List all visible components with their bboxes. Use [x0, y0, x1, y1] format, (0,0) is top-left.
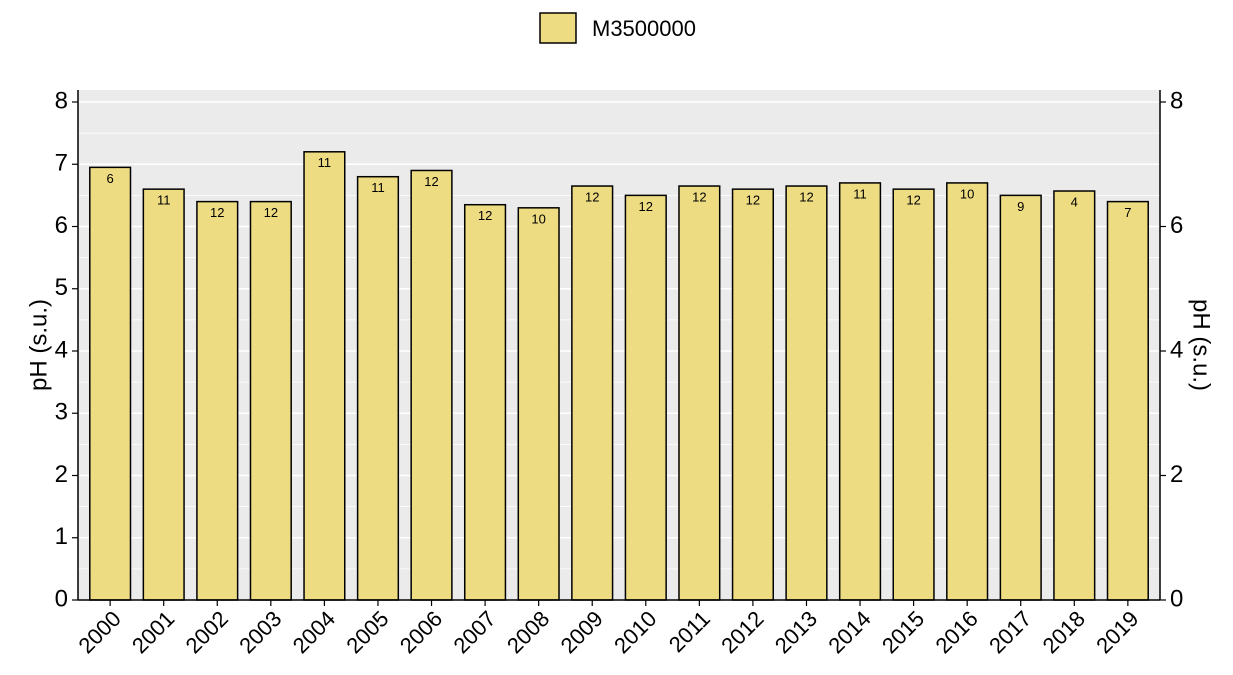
x-tick-label: 2017: [984, 606, 1036, 658]
bar: [999, 194, 1042, 601]
x-tick-label: 2019: [1091, 606, 1143, 658]
x-tick-label: 2003: [234, 606, 286, 658]
bar-label: 7: [1124, 205, 1131, 220]
legend-swatch: [539, 12, 577, 44]
bar: [624, 194, 667, 601]
bar-label: 12: [478, 208, 492, 223]
y2-axis-title: pH (s.u.): [1188, 299, 1215, 391]
bar-label: 12: [585, 189, 599, 204]
bar: [571, 185, 614, 601]
y-tick-label: 5: [55, 274, 68, 301]
bar: [463, 203, 507, 601]
bar-label: 12: [799, 189, 813, 204]
y-tick-label: 6: [55, 212, 68, 239]
bar-label: 12: [424, 174, 438, 189]
plot-panel: [78, 90, 1160, 600]
x-tick-label: 2009: [556, 606, 608, 658]
bar: [517, 207, 560, 601]
x-tick-label: 2005: [341, 606, 393, 658]
bar: [946, 182, 989, 601]
bar: [731, 188, 775, 601]
x-tick-label: 2013: [770, 606, 822, 658]
y-tick-label: 3: [55, 399, 68, 426]
legend-label: M3500000: [592, 16, 696, 41]
x-tick-label: 2002: [181, 606, 233, 658]
bar-label: 12: [639, 199, 653, 214]
bar-label: 10: [960, 186, 974, 201]
y-axis-title: pH (s.u.): [25, 299, 52, 391]
y2-tick-label: 6: [1170, 212, 1183, 239]
bar: [1106, 200, 1149, 601]
bar-label: 12: [906, 193, 920, 208]
y-tick-label: 8: [55, 87, 68, 114]
bar: [196, 200, 239, 601]
y-tick-label: 7: [55, 150, 68, 177]
x-tick-label: 2004: [288, 606, 340, 658]
bar-label: 11: [318, 155, 332, 170]
x-tick-label: 2001: [127, 606, 179, 658]
y2-tick-label: 2: [1170, 461, 1183, 488]
bar-label: 10: [531, 211, 545, 226]
x-tick-label: 2010: [609, 606, 661, 658]
x-tick-label: 2008: [502, 606, 554, 658]
bar: [356, 175, 400, 601]
x-tick-label: 2014: [823, 606, 875, 658]
marks: 6 11 12 12 11 11 12 12 10 12 12 12 12 12 11 12 10 9 4 7: [89, 151, 1149, 601]
bar-label: 11: [157, 193, 171, 208]
x-tick-label: 2012: [716, 606, 768, 658]
bar: [142, 188, 185, 601]
bar-label: 9: [1017, 199, 1024, 214]
bar-label: 6: [107, 171, 114, 186]
y-tick-label: 0: [55, 585, 68, 612]
bar-label: 11: [853, 186, 867, 201]
bar: [1053, 190, 1096, 601]
y2-tick-label: 8: [1170, 87, 1183, 114]
y-tick-label: 2: [55, 461, 68, 488]
bar-label: 12: [692, 189, 706, 204]
x-tick-label: 2000: [73, 606, 125, 658]
x-tick-label: 2007: [448, 606, 500, 658]
bar-label: 4: [1071, 194, 1078, 209]
y-tick-label: 4: [55, 336, 68, 363]
bar-label: 12: [210, 205, 224, 220]
x-tick-label: 2011: [664, 606, 715, 657]
y2-tick-label: 4: [1170, 336, 1183, 363]
x-tick-label: 2018: [1038, 606, 1090, 658]
bar: [410, 169, 453, 601]
bar: [89, 166, 132, 601]
bar-label: 11: [371, 180, 385, 195]
bar-label: 12: [746, 193, 760, 208]
bar: [303, 151, 346, 601]
bar: [838, 182, 882, 601]
bar: [785, 185, 828, 601]
x-tick-label: 2015: [877, 606, 929, 658]
y2-tick-label: 0: [1170, 585, 1183, 612]
bar: [249, 200, 292, 601]
x-tick-label: 2016: [931, 606, 983, 658]
x-tick-label: 2006: [395, 606, 447, 658]
y-tick-label: 1: [55, 523, 68, 550]
bar: [892, 188, 935, 601]
bar: [678, 185, 721, 601]
bar-label: 12: [264, 205, 278, 220]
